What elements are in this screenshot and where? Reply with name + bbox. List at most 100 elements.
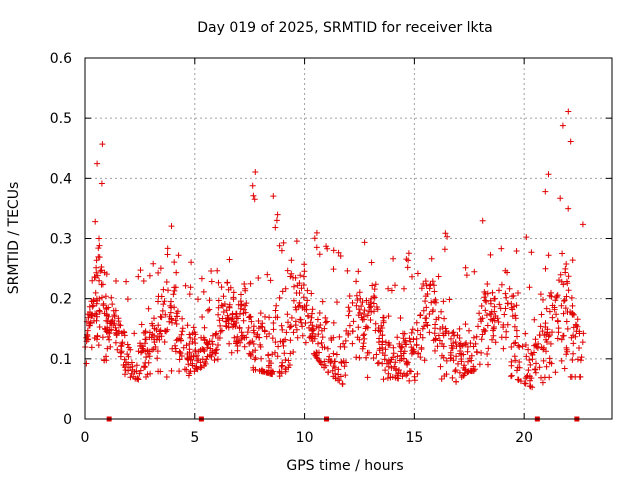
- data-point: [330, 319, 337, 326]
- data-point: [297, 272, 304, 279]
- data-point: [193, 364, 200, 371]
- data-point: [404, 370, 411, 377]
- data-point: [224, 315, 231, 322]
- data-point: [97, 268, 104, 275]
- data-point: [379, 350, 386, 356]
- data-point: [446, 296, 453, 303]
- data-point: [115, 315, 122, 322]
- data-point: [317, 322, 324, 328]
- data-point: [171, 259, 178, 266]
- data-point: [288, 323, 295, 330]
- data-point: [124, 341, 131, 348]
- data-point: [266, 314, 273, 321]
- data-point: [578, 354, 585, 361]
- data-point: [174, 308, 181, 315]
- data-point: [453, 343, 460, 350]
- data-point: [251, 329, 258, 336]
- data-point: [495, 319, 502, 325]
- data-point: [217, 328, 224, 335]
- data-point: [96, 324, 103, 330]
- data-point: [108, 294, 115, 301]
- data-point: [238, 302, 245, 309]
- data-point: [100, 300, 107, 307]
- data-point: [226, 340, 233, 347]
- data-point: [426, 329, 433, 336]
- data-point: [142, 328, 149, 335]
- data-point: [414, 327, 421, 334]
- data-point: [298, 319, 305, 326]
- data-point: [95, 253, 102, 260]
- data-point: [330, 373, 337, 380]
- data-point: [179, 315, 186, 322]
- data-point: [553, 293, 560, 300]
- data-point: [385, 313, 392, 320]
- data-point: [149, 320, 155, 327]
- data-point: [178, 331, 185, 338]
- data-point: [415, 350, 421, 357]
- data-point: [544, 329, 551, 336]
- data-point: [568, 334, 575, 341]
- data-point: [206, 306, 213, 313]
- data-point: [280, 239, 287, 246]
- data-point: [256, 334, 263, 341]
- data-point: [395, 370, 402, 377]
- data-point: [423, 282, 430, 289]
- data-point: [385, 370, 392, 377]
- data-point: [255, 318, 262, 324]
- plot-frame: [84, 57, 613, 420]
- data-point: [315, 331, 322, 338]
- data-point: [526, 357, 533, 363]
- data-point: [554, 292, 561, 299]
- data-point: [381, 356, 388, 363]
- data-point: [432, 299, 439, 306]
- data-point: [247, 280, 254, 287]
- data-point: [288, 314, 295, 321]
- data-point: [309, 330, 316, 337]
- data-point: [375, 359, 382, 366]
- data-point: [465, 358, 471, 365]
- data-point: [441, 246, 448, 253]
- y-tick-label: 0.2: [50, 292, 72, 308]
- data-point: [534, 345, 541, 351]
- data-point: [208, 268, 215, 274]
- data-point: [500, 324, 507, 331]
- data-point: [202, 360, 209, 367]
- data-point: [172, 342, 178, 349]
- data-point: [272, 307, 279, 314]
- data-point: [171, 284, 178, 291]
- data-point: [406, 377, 413, 384]
- data-point: [176, 368, 183, 375]
- data-point: [450, 340, 457, 347]
- data-point: [460, 364, 467, 371]
- data-point: [511, 323, 518, 330]
- data-point: [508, 358, 515, 365]
- data-point: [285, 364, 292, 371]
- data-point: [169, 345, 176, 352]
- data-point: [272, 339, 279, 346]
- data-point: [201, 324, 208, 331]
- data-point: [98, 281, 105, 288]
- data-point: [353, 278, 360, 285]
- data-point: [261, 327, 268, 334]
- data-point: [133, 362, 140, 369]
- data-point: [353, 354, 360, 361]
- data-point: [230, 321, 237, 327]
- data-point: [246, 340, 253, 347]
- data-point: [517, 378, 524, 385]
- data-point: [166, 313, 173, 320]
- data-point: [565, 108, 572, 115]
- data-point: [93, 311, 100, 318]
- data-point: [127, 374, 134, 381]
- data-point: [248, 318, 255, 325]
- data-point: [173, 321, 180, 327]
- data-point: [330, 350, 337, 357]
- data-point: [562, 305, 569, 312]
- y-tick-label: 0.5: [50, 111, 72, 127]
- data-point: [364, 374, 371, 381]
- data-point: [423, 304, 430, 311]
- data-point: [290, 297, 297, 304]
- data-point: [143, 354, 150, 361]
- data-point: [487, 300, 494, 307]
- data-point: [220, 293, 227, 300]
